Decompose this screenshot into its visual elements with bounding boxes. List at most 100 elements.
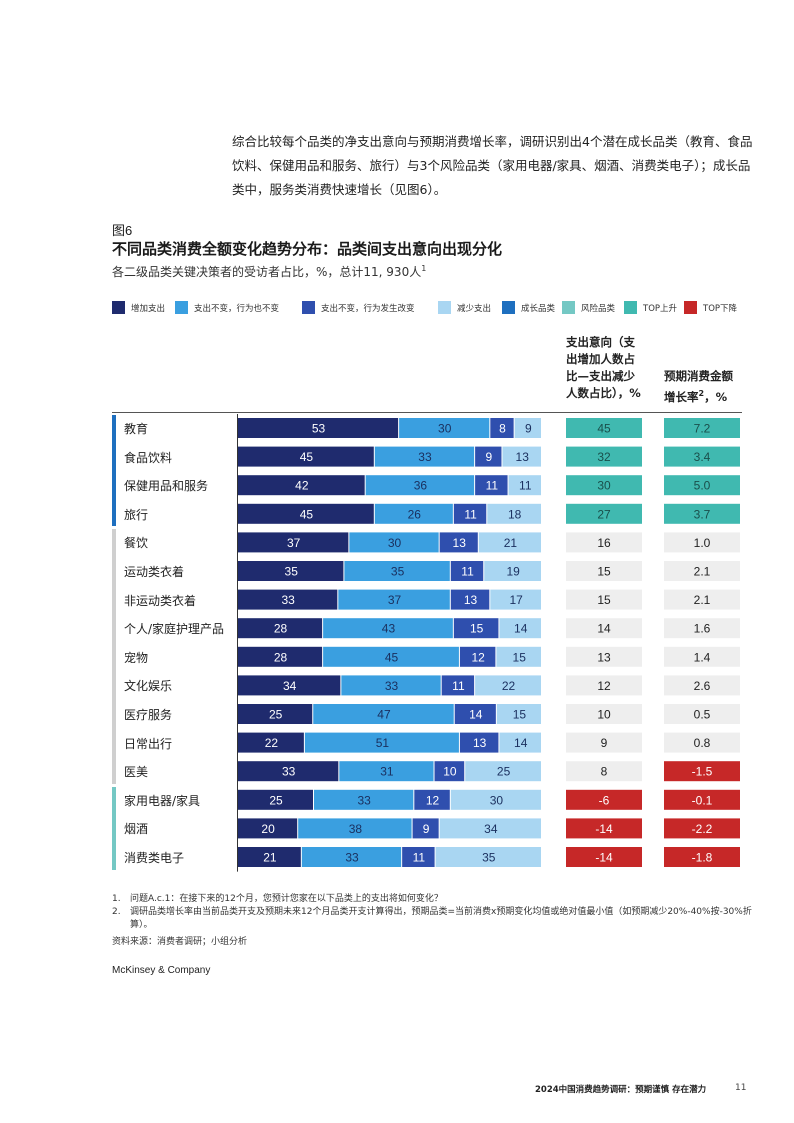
net-intent-value: -14 bbox=[595, 851, 613, 865]
growth-rate-value: 5.0 bbox=[694, 479, 711, 493]
bar-segment-same bbox=[349, 532, 439, 553]
growth-rate-value: 3.7 bbox=[694, 507, 711, 521]
bar-segment-behavior-change bbox=[412, 818, 439, 839]
bar-value-label: 11 bbox=[413, 851, 426, 865]
net-intent-cell bbox=[566, 589, 642, 610]
intro-paragraph: 综合比较每个品类的净支出意向与预期消费增长率，调研识别出4个潜在成长品类（教育、… bbox=[232, 134, 753, 197]
group-bar-growth bbox=[112, 415, 116, 527]
legend-label: 风险品类 bbox=[581, 303, 616, 314]
bar-value-label: 11 bbox=[452, 679, 465, 693]
net-intent-value: 45 bbox=[597, 422, 611, 436]
bar-segment-increase bbox=[238, 446, 374, 467]
row-label: 烟酒 bbox=[124, 822, 149, 837]
growth-rate-value: 0.8 bbox=[694, 736, 711, 750]
bar-value-label: 13 bbox=[516, 450, 530, 464]
bar-value-label: 11 bbox=[461, 565, 474, 579]
bar-value-label: 14 bbox=[514, 736, 528, 750]
legend-label: 支出不变，行为发生改变 bbox=[321, 303, 415, 314]
bar-value-label: 11 bbox=[519, 479, 532, 493]
bar-segment-same bbox=[304, 732, 459, 753]
group-bar-risk bbox=[112, 786, 116, 870]
growth-rate-cell bbox=[664, 675, 740, 696]
bar-segment-increase bbox=[238, 503, 374, 524]
bar-segment-decrease bbox=[490, 589, 541, 610]
legend-label: 成长品类 bbox=[521, 303, 556, 314]
row-label: 旅行 bbox=[124, 507, 149, 522]
growth-rate-cell bbox=[664, 847, 740, 867]
bar-segment-decrease bbox=[508, 475, 541, 496]
bar-segment-behavior-change bbox=[459, 732, 499, 753]
bar-value-label: 22 bbox=[502, 679, 516, 693]
figure-subtitle: 各二级品类关键决策者的受访者占比，%，总计11, 930人1 bbox=[112, 263, 426, 280]
net-intent-value: 14 bbox=[597, 622, 611, 636]
bar-segment-same bbox=[374, 446, 475, 467]
bar-segment-increase bbox=[238, 646, 323, 667]
source-note: 资料来源：消费者调研；小组分析 bbox=[112, 937, 248, 947]
row-label: 家用电器/家具 bbox=[124, 793, 201, 808]
bar-value-label: 35 bbox=[482, 851, 496, 865]
legend-label: 减少支出 bbox=[457, 303, 492, 314]
net-intent-value: 30 bbox=[597, 479, 611, 493]
growth-rate-value: 1.4 bbox=[694, 650, 711, 664]
net-intent-value: 9 bbox=[601, 736, 608, 750]
net-intent-cell bbox=[566, 675, 642, 696]
growth-rate-value: -2.2 bbox=[692, 822, 713, 836]
net-intent-cell bbox=[566, 646, 642, 667]
bar-segment-behavior-change bbox=[450, 589, 490, 610]
bar-segment-same bbox=[314, 789, 414, 810]
bar-segment-behavior-change bbox=[402, 847, 435, 867]
bar-value-label: 34 bbox=[283, 679, 297, 693]
growth-rate-value: 7.2 bbox=[694, 422, 711, 436]
bar-segment-decrease bbox=[478, 532, 541, 553]
footnote-text: 问题A.c.1：在接下来的12个月，您预计您家在以下品类上的支出将如何变化？ bbox=[130, 894, 443, 904]
row-label: 宠物 bbox=[124, 650, 149, 665]
row-label: 食品饮料 bbox=[124, 450, 173, 465]
bar-value-label: 36 bbox=[414, 479, 428, 493]
row-label: 个人/家庭护理产品 bbox=[124, 622, 225, 637]
growth-rate-value: -0.1 bbox=[692, 793, 713, 807]
legend-item-same: 支出不变，行为也不变 bbox=[175, 301, 279, 314]
net-intent-value: 13 bbox=[597, 650, 611, 664]
bar-segment-behavior-change bbox=[450, 561, 484, 581]
header-divider bbox=[112, 412, 742, 413]
row-label: 医疗服务 bbox=[124, 708, 173, 722]
bar-segment-behavior-change bbox=[475, 446, 502, 467]
bar-segment-increase bbox=[238, 761, 339, 782]
bar-segment-increase bbox=[238, 475, 365, 496]
bar-value-label: 11 bbox=[464, 507, 477, 521]
legend-swatch bbox=[302, 301, 315, 314]
net-intent-value: 15 bbox=[597, 565, 611, 579]
legend: 增加支出 支出不变，行为也不变 支出不变，行为发生改变 减少支出 成长品类 风险… bbox=[112, 301, 772, 317]
bar-segment-behavior-change bbox=[459, 646, 496, 667]
stacked-bar-chart: 53 30 8 9 45 7.245 33 9 13 32 3.442 36 11 11 30 5.045 26… bbox=[237, 414, 740, 872]
subtitle-footnote-ref: 1 bbox=[421, 264, 427, 273]
net-intent-value: 12 bbox=[597, 679, 611, 693]
bar-segment-decrease bbox=[484, 561, 541, 581]
legend-swatch bbox=[438, 301, 451, 314]
bar-value-label: 33 bbox=[345, 851, 359, 865]
bar-value-label: 38 bbox=[349, 822, 363, 836]
bar-segment-increase bbox=[238, 561, 344, 581]
bar-value-label: 28 bbox=[274, 650, 288, 664]
bar-segment-decrease bbox=[502, 446, 541, 467]
growth-rate-cell bbox=[664, 503, 740, 524]
net-intent-cell bbox=[566, 561, 642, 581]
bar-value-label: 21 bbox=[504, 536, 518, 550]
bar-value-label: 51 bbox=[376, 736, 390, 750]
bar-segment-same bbox=[301, 847, 402, 867]
bar-value-label: 14 bbox=[514, 622, 528, 636]
legend-item-top-down: TOP下降 bbox=[684, 301, 737, 314]
bar-value-label: 13 bbox=[453, 536, 467, 550]
bar-value-label: 33 bbox=[418, 450, 432, 464]
net-intent-value: 16 bbox=[597, 536, 611, 550]
bar-value-label: 12 bbox=[426, 793, 440, 807]
net-intent-value: -6 bbox=[599, 793, 610, 807]
bar-value-label: 15 bbox=[513, 708, 527, 722]
legend-swatch bbox=[684, 301, 697, 314]
column-header-net-intent: 支出意向（支出增加人数占比—支出减少人数占比），% bbox=[566, 335, 641, 400]
figure-title: 不同品类消费全额变化趋势分布：品类间支出意向出现分化 bbox=[112, 240, 503, 258]
legend-item-top-up: TOP上升 bbox=[624, 301, 677, 314]
bar-value-label: 21 bbox=[263, 851, 277, 865]
row-label: 教育 bbox=[124, 422, 149, 436]
net-intent-value: 8 bbox=[601, 765, 608, 779]
